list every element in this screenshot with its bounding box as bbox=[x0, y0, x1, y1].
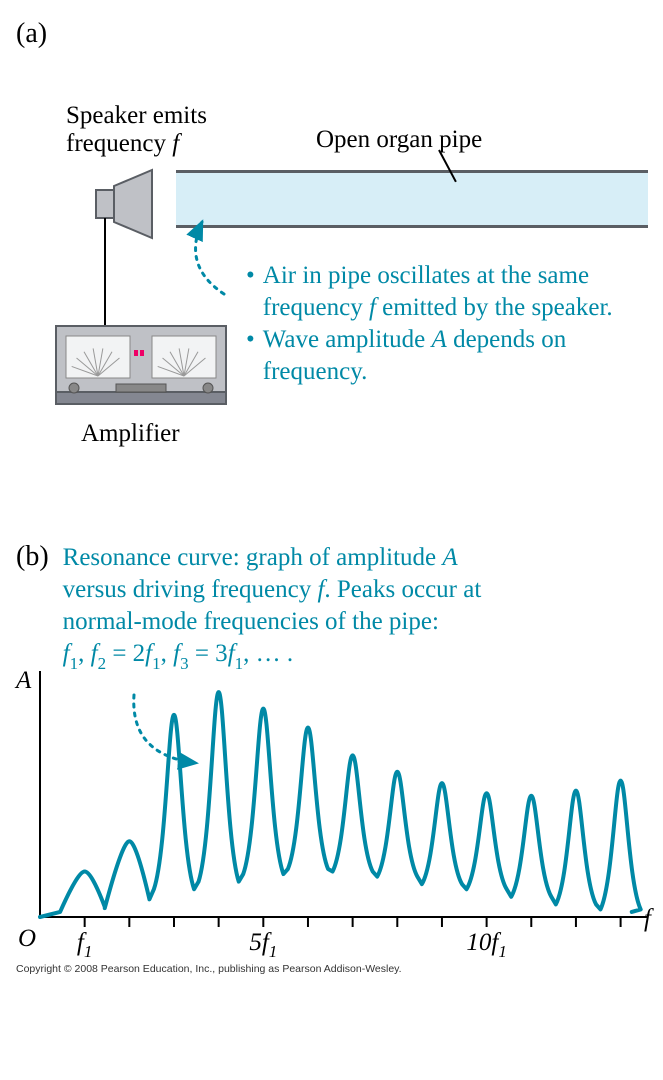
axis-label-f: f bbox=[644, 905, 651, 933]
axis-label-O: O bbox=[18, 925, 36, 953]
panel-b-label: (b) bbox=[16, 542, 49, 571]
resonance-curve-svg bbox=[16, 677, 656, 957]
part-a: Speaker emitsfrequency f Open organ pipe… bbox=[16, 62, 647, 472]
part-a-bullets: •Air in pipe oscillates at the same freq… bbox=[246, 260, 648, 388]
xtick-label: f1 bbox=[77, 929, 92, 961]
panel-a-label: (a) bbox=[16, 18, 647, 50]
part-b-caption: Resonance curve: graph of amplitude Aver… bbox=[63, 542, 482, 673]
xtick-label: 10f1 bbox=[466, 929, 506, 961]
copyright-text: Copyright © 2008 Pearson Education, Inc.… bbox=[16, 963, 647, 975]
part-b: (b) Resonance curve: graph of amplitude … bbox=[16, 542, 647, 975]
part-b-header: (b) Resonance curve: graph of amplitude … bbox=[16, 542, 647, 673]
resonance-chart: A f O f15f110f1 bbox=[16, 677, 647, 957]
amplifier-label: Amplifier bbox=[81, 420, 180, 448]
xtick-label: 5f1 bbox=[249, 929, 277, 961]
